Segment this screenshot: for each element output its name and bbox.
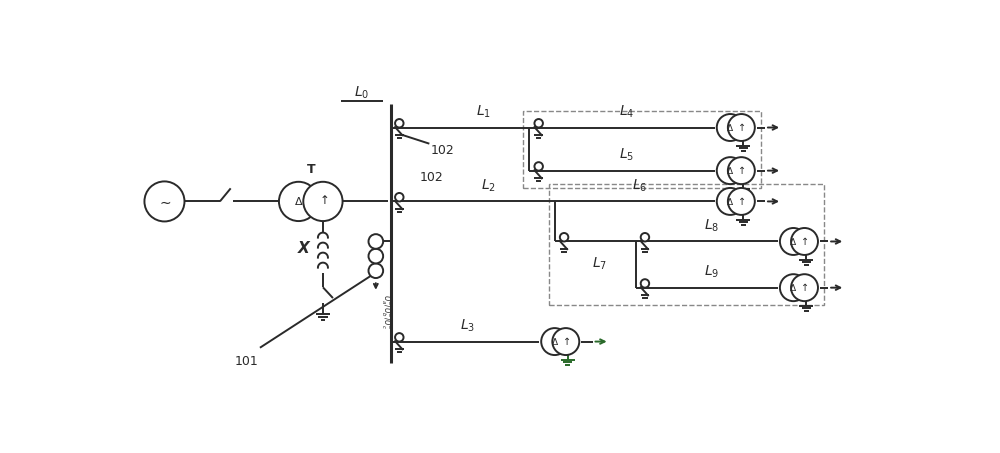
Circle shape xyxy=(641,279,649,288)
Circle shape xyxy=(534,162,543,171)
Text: T: T xyxy=(306,164,315,176)
Text: $L_3$: $L_3$ xyxy=(460,318,475,334)
Circle shape xyxy=(369,249,383,263)
Text: X: X xyxy=(298,241,310,255)
Text: 102: 102 xyxy=(431,144,455,157)
Text: $\uparrow$: $\uparrow$ xyxy=(736,195,746,207)
Text: $\uparrow$: $\uparrow$ xyxy=(736,121,746,133)
Text: $\Delta$: $\Delta$ xyxy=(789,236,797,247)
Circle shape xyxy=(791,228,818,255)
Text: $\Delta$: $\Delta$ xyxy=(551,336,559,347)
Text: $\uparrow$: $\uparrow$ xyxy=(561,335,571,347)
Circle shape xyxy=(552,328,579,355)
Text: $\uparrow$: $\uparrow$ xyxy=(799,281,810,293)
Text: $\uparrow$: $\uparrow$ xyxy=(317,194,329,207)
Bar xyxy=(523,111,761,188)
Circle shape xyxy=(717,157,744,184)
Text: $L_0$: $L_0$ xyxy=(354,85,369,101)
Circle shape xyxy=(395,193,404,202)
Circle shape xyxy=(641,233,649,241)
Text: $L_9$: $L_9$ xyxy=(704,264,719,280)
Text: $\Delta$: $\Delta$ xyxy=(789,282,797,293)
Text: $\sim$: $\sim$ xyxy=(157,194,172,208)
Text: $\uparrow$: $\uparrow$ xyxy=(736,164,746,176)
Circle shape xyxy=(369,234,383,249)
Circle shape xyxy=(728,157,755,184)
Text: 102: 102 xyxy=(420,171,444,184)
Circle shape xyxy=(541,328,568,355)
Text: $L_1$: $L_1$ xyxy=(476,103,491,120)
Text: $U_a^o/U_b^o/U_c^o$: $U_a^o/U_b^o/U_c^o$ xyxy=(379,294,392,330)
Text: $\Delta$: $\Delta$ xyxy=(726,165,734,176)
Circle shape xyxy=(780,274,807,301)
Text: $\uparrow$: $\uparrow$ xyxy=(799,235,810,247)
Text: $L_4$: $L_4$ xyxy=(619,103,634,120)
Text: $L_6$: $L_6$ xyxy=(632,177,647,194)
Circle shape xyxy=(534,119,543,127)
Circle shape xyxy=(369,263,383,278)
Circle shape xyxy=(728,114,755,141)
Circle shape xyxy=(717,114,744,141)
Text: $\Delta$: $\Delta$ xyxy=(294,195,303,207)
Circle shape xyxy=(728,188,755,215)
Text: $L_2$: $L_2$ xyxy=(481,177,496,194)
Circle shape xyxy=(560,233,568,241)
Circle shape xyxy=(144,181,184,222)
Bar xyxy=(549,184,824,305)
Circle shape xyxy=(395,333,404,342)
Text: $\Delta$: $\Delta$ xyxy=(726,196,734,207)
Text: $\Delta$: $\Delta$ xyxy=(726,122,734,133)
Circle shape xyxy=(717,188,744,215)
Circle shape xyxy=(303,182,343,221)
Text: $L_5$: $L_5$ xyxy=(619,146,634,163)
Circle shape xyxy=(395,119,404,127)
Text: $L_8$: $L_8$ xyxy=(704,217,719,234)
Circle shape xyxy=(791,274,818,301)
Circle shape xyxy=(780,228,807,255)
Circle shape xyxy=(279,182,318,221)
Text: $L_7$: $L_7$ xyxy=(592,255,607,272)
Text: 101: 101 xyxy=(235,356,259,368)
